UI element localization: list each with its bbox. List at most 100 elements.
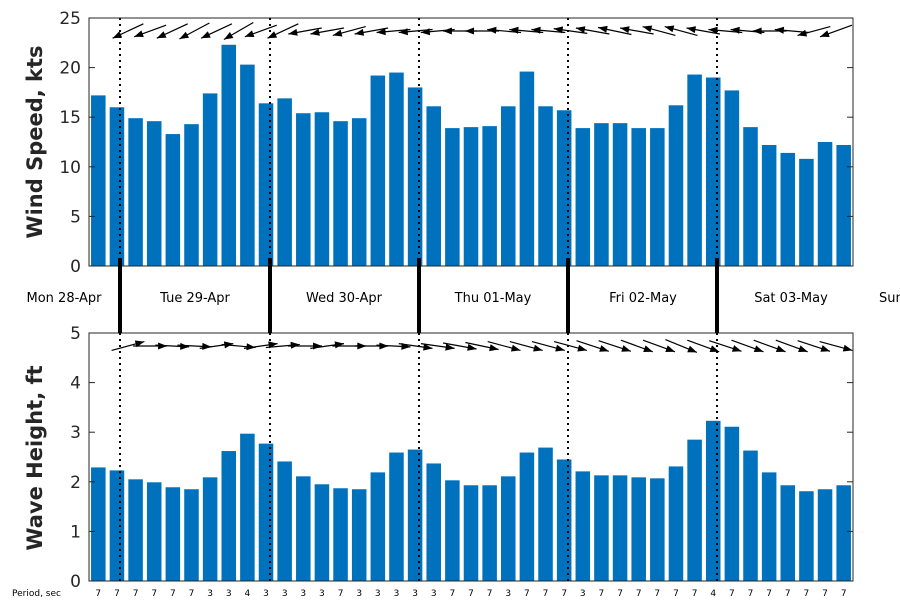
wind-direction-arrow [223,21,254,41]
period-value: 7 [114,589,120,599]
period-value: 7 [729,589,735,599]
wind-direction-arrow [819,24,853,38]
wind-bar [389,72,404,266]
wind-bar [240,64,255,267]
wind-bar [612,123,628,267]
period-value: 3 [356,589,362,599]
wave-direction-arrow [731,339,764,353]
wind-ytick-label: 10 [59,158,81,178]
period-value: 7 [338,589,344,599]
wind-bar [91,95,106,266]
wave-direction-arrow [753,339,786,353]
wave-direction-arrow [531,341,565,352]
wind-direction-arrow [200,23,233,39]
period-value: 7 [785,589,791,599]
wave-bar [296,476,311,581]
period-value: 3 [394,589,400,599]
wind-ytick-label: 20 [59,59,81,79]
period-value: 7 [170,589,176,599]
wind-direction-arrow [642,25,676,36]
wave-ytick-label: 5 [70,324,81,344]
wind-direction-arrow [797,26,831,37]
day-label: Thu 01-May [454,291,532,306]
wave-direction-arrow [819,341,853,352]
wave-bar [277,461,292,581]
wind-bar [146,121,162,266]
wind-bar [519,71,535,266]
wind-bar [501,106,516,266]
wave-bar [184,489,199,581]
wind-direction-arrow [244,24,277,38]
period-value: 7 [636,589,642,599]
period-value: 3 [431,589,437,599]
period-value: 3 [226,589,232,599]
wind-bar [277,98,292,266]
wave-ylabel: Wave Height, ft [23,365,47,550]
wind-bar [202,93,218,266]
period-value: 7 [95,589,101,599]
wind-bar [836,144,851,266]
period-value: 7 [599,589,605,599]
period-value: 3 [263,589,269,599]
period-value: 7 [189,589,195,599]
wind-direction-arrow [354,27,389,36]
wave-direction-arrow [442,342,477,351]
period-value: 3 [580,589,586,599]
wave-bar [575,471,591,581]
period-value: 7 [468,589,474,599]
period-value: 4 [245,589,251,599]
wind-bar [817,142,833,266]
wave-bar [668,466,684,581]
wind-bar [594,123,609,267]
wave-bar [724,426,740,581]
period-value: 3 [412,589,418,599]
wind-bar [668,105,684,266]
wave-bar [817,489,833,581]
wave-bar [650,478,665,581]
wind-direction-arrow [267,23,299,39]
period-value: 7 [766,589,772,599]
period-value: 3 [207,589,213,599]
wind-direction-arrow [664,25,698,36]
wind-bar [463,127,479,267]
period-value: 7 [617,589,623,599]
wind-bar [761,144,777,266]
wave-bar [631,477,646,581]
wind-ytick-label: 0 [70,257,81,277]
wave-bar [426,463,441,581]
period-value: 7 [524,589,530,599]
wind-bar [333,121,348,266]
wave-bar [501,476,516,581]
wind-bar [575,128,591,266]
wave-direction-arrow [642,339,676,353]
wave-bar [202,477,218,581]
wave-bar [519,452,535,581]
wave-direction-arrow [265,341,300,349]
period-value: 7 [822,589,828,599]
wind-bar [687,74,702,266]
wave-bar [389,452,404,581]
wind-axes-box [88,17,854,267]
wave-bar [594,475,609,581]
wave-bar [91,467,106,581]
day-label: Sun 04-May [879,291,900,306]
wind-bar [184,124,199,266]
wind-direction-arrow [597,25,632,36]
day-label: Fri 02-May [609,291,677,306]
wind-bar [426,106,441,266]
wind-bar [743,127,758,267]
wind-bar [407,87,423,266]
wave-bar [407,449,423,581]
period-value: 4 [710,589,716,599]
wind-bar [631,128,646,266]
wave-direction-arrow [465,341,499,352]
wind-bar [296,113,311,266]
wave-bar [221,451,237,581]
wave-ytick-label: 3 [70,423,81,443]
wind-bar [780,152,796,266]
wind-direction-arrow [288,27,322,36]
wave-bar [761,472,777,581]
wind-direction-arrow [112,23,144,39]
